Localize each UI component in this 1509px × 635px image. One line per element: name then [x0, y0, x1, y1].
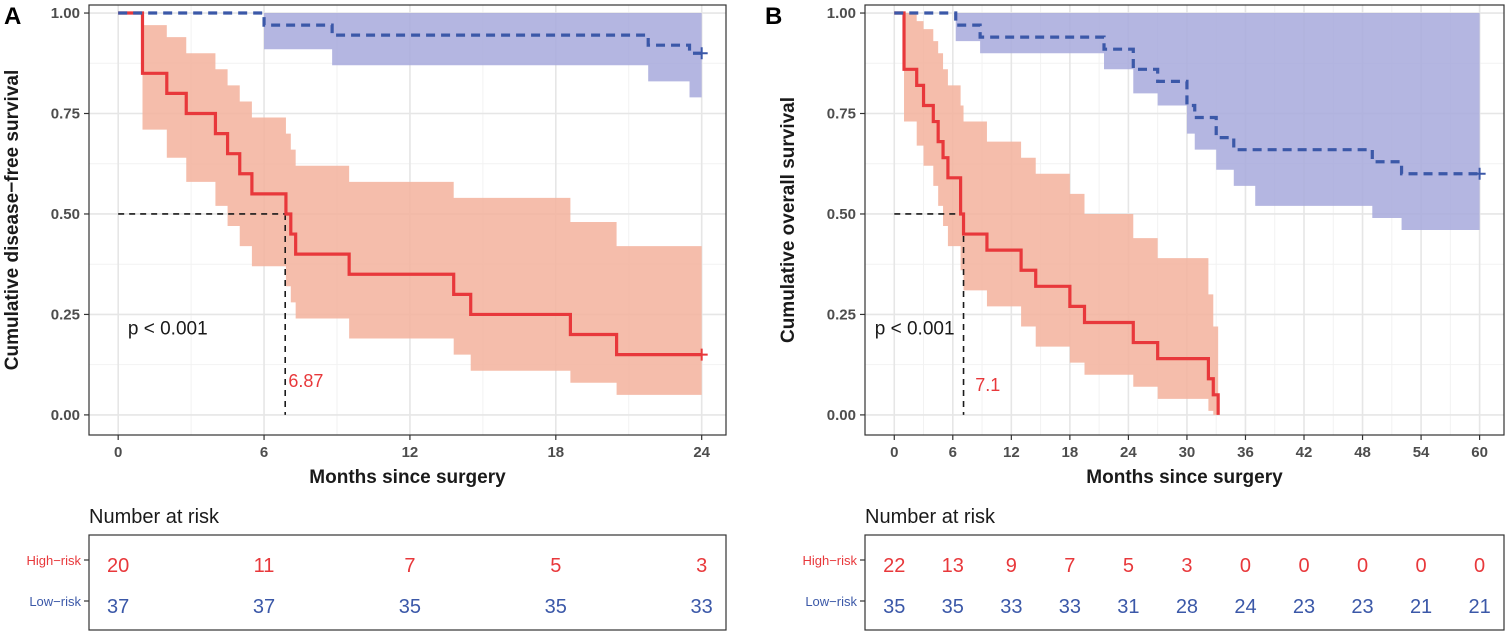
y-tick-label: 0.50 — [827, 206, 856, 223]
x-tick-label: 60 — [1471, 444, 1488, 461]
median-label: 6.87 — [288, 371, 323, 391]
high-risk-survival-line — [894, 11, 1220, 415]
y-tick-label: 0.25 — [827, 306, 856, 323]
risk-count: 35 — [942, 596, 964, 618]
risk-count: 7 — [404, 555, 415, 577]
median-label: 7.1 — [975, 375, 1000, 395]
x-tick-label: 36 — [1237, 444, 1254, 461]
x-tick-label: 6 — [949, 444, 957, 461]
risk-count: 33 — [1000, 596, 1022, 618]
y-tick-label: 0.50 — [51, 206, 80, 223]
y-tick-label: 0.75 — [827, 106, 856, 123]
risk-count: 28 — [1176, 596, 1198, 618]
risk-count: 7 — [1064, 555, 1075, 577]
panel-a-risk-table: Number at risk High−risk 20 11 7 5 3 Low−risk 37… — [26, 506, 727, 631]
risk-row-label: High−risk — [26, 553, 81, 568]
risk-count: 23 — [1293, 596, 1315, 618]
p-value: p < 0.001 — [875, 319, 955, 340]
panel-a-border — [88, 4, 727, 436]
panel-b-border — [864, 4, 1505, 436]
y-tick-label: 0.00 — [827, 407, 856, 424]
censor-mark — [695, 348, 708, 361]
low-risk-survival-line — [894, 11, 1480, 176]
x-tick-label: 12 — [402, 444, 419, 461]
risk-count: 3 — [696, 555, 707, 577]
risk-count: 21 — [1468, 596, 1490, 618]
risk-count: 0 — [1240, 555, 1251, 577]
low-risk-ci-band — [118, 13, 702, 98]
x-tick-label: 30 — [1179, 444, 1196, 461]
risk-row-label: Low−risk — [29, 594, 81, 609]
x-tick-label: 48 — [1354, 444, 1371, 461]
risk-count: 0 — [1298, 555, 1309, 577]
risk-count: 35 — [883, 596, 905, 618]
risk-row-label: Low−risk — [805, 594, 857, 609]
risk-count: 35 — [399, 596, 421, 618]
risk-table-border — [864, 534, 1505, 631]
panel-b: 0.00 0.25 0.50 0.75 1.00 0 6 12 18 24 30 36 42 48 54 60… — [765, 3, 1505, 488]
risk-count: 20 — [107, 555, 129, 577]
risk-count: 5 — [1123, 555, 1134, 577]
censor-mark — [695, 47, 708, 60]
x-tick-label: 18 — [1062, 444, 1079, 461]
x-tick-label: 12 — [1003, 444, 1020, 461]
risk-table-title: Number at risk — [865, 506, 996, 528]
x-tick-label: 24 — [1120, 444, 1137, 461]
risk-count: 0 — [1357, 555, 1368, 577]
risk-count: 21 — [1410, 596, 1432, 618]
risk-count: 22 — [883, 555, 905, 577]
risk-count: 3 — [1181, 555, 1192, 577]
risk-count: 23 — [1351, 596, 1373, 618]
risk-count: 37 — [253, 596, 275, 618]
panel-a: 0.00 0.25 0.50 0.75 1.00 0 6 12 18 24 Months since… — [2, 3, 727, 488]
x-tick-label: 42 — [1296, 444, 1313, 461]
y-tick-label: 0.25 — [51, 306, 80, 323]
risk-count: 11 — [254, 555, 275, 577]
x-axis-title: Months since surgery — [309, 467, 506, 488]
risk-count: 9 — [1006, 555, 1017, 577]
x-axis-title: Months since surgery — [1086, 467, 1283, 488]
risk-count: 33 — [691, 596, 713, 618]
x-tick-label: 0 — [890, 444, 898, 461]
y-tick-label: 1.00 — [827, 5, 856, 22]
panel-label: B — [765, 3, 782, 30]
risk-count: 13 — [942, 555, 964, 577]
x-tick-label: 18 — [547, 444, 564, 461]
y-tick-label: 0.00 — [51, 407, 80, 424]
risk-count: 0 — [1474, 555, 1485, 577]
y-tick-label: 0.75 — [51, 106, 80, 123]
high-risk-survival-line — [118, 11, 702, 357]
risk-count: 33 — [1059, 596, 1081, 618]
x-tick-label: 54 — [1413, 444, 1430, 461]
x-tick-label: 0 — [114, 444, 122, 461]
high-risk-ci-band — [894, 13, 1219, 415]
risk-row-label: High−risk — [802, 553, 857, 568]
high-risk-ci-band — [118, 13, 702, 395]
x-tick-label: 24 — [693, 444, 710, 461]
x-tick-label: 6 — [260, 444, 268, 461]
panel-label: A — [4, 3, 21, 30]
risk-count: 0 — [1416, 555, 1427, 577]
panel-b-risk-table: Number at risk High−risk 22 13 9 7 5 3 0 0 0 0 0 Low−… — [802, 506, 1505, 631]
y-axis-title: Cumulative overall survival — [778, 97, 799, 343]
y-axis-title: Cumulative disease−free survival — [2, 70, 23, 370]
risk-count: 37 — [107, 596, 129, 618]
risk-count: 24 — [1234, 596, 1256, 618]
risk-table-title: Number at risk — [89, 506, 220, 528]
low-risk-ci-band — [894, 13, 1480, 231]
risk-count: 35 — [545, 596, 567, 618]
y-tick-label: 1.00 — [51, 5, 80, 22]
risk-count: 5 — [550, 555, 561, 577]
censor-mark — [1473, 167, 1486, 180]
p-value: p < 0.001 — [128, 319, 208, 340]
risk-table-border — [88, 534, 727, 631]
risk-count: 31 — [1117, 596, 1139, 618]
low-risk-survival-line — [118, 11, 702, 55]
